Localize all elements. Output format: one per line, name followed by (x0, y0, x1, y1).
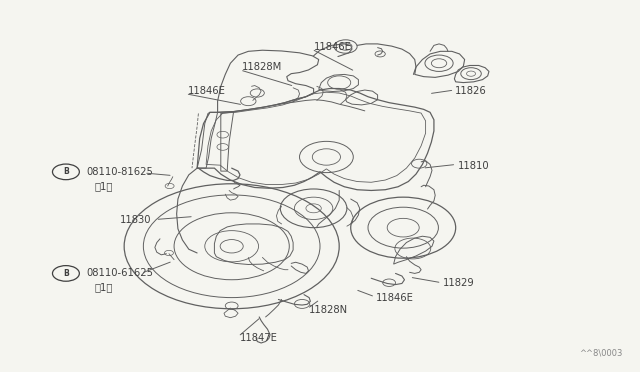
Text: 11846E: 11846E (314, 42, 351, 51)
Text: ^^8\0003: ^^8\0003 (579, 349, 622, 358)
Text: （1）: （1） (95, 282, 113, 292)
Text: 11828M: 11828M (242, 62, 282, 72)
Text: 11829: 11829 (443, 279, 475, 288)
Text: 11846E: 11846E (376, 293, 414, 302)
Text: B: B (63, 167, 68, 176)
Text: 11826: 11826 (454, 86, 486, 96)
Text: （1）: （1） (95, 181, 113, 191)
Text: 11847E: 11847E (240, 333, 278, 343)
Text: 11828N: 11828N (309, 305, 348, 314)
Text: B: B (63, 269, 68, 278)
Text: 08110-61625: 08110-61625 (86, 269, 154, 278)
Text: 11830: 11830 (120, 215, 152, 225)
Text: 11846E: 11846E (188, 86, 225, 96)
Text: 08110-81625: 08110-81625 (86, 167, 153, 177)
Text: 11810: 11810 (458, 161, 489, 170)
